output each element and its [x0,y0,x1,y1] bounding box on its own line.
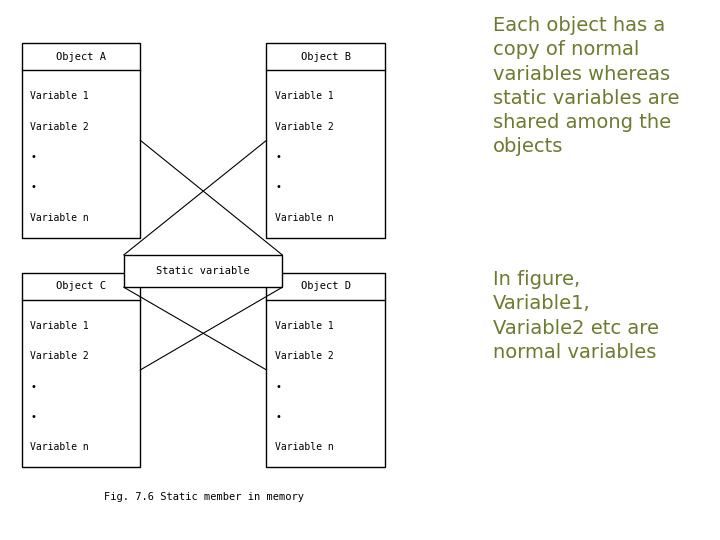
Text: Variable 1: Variable 1 [30,321,89,331]
Text: Object B: Object B [301,52,351,62]
Text: •: • [275,183,281,192]
Text: Object A: Object A [56,52,106,62]
Text: Fig. 7.6 Static member in memory: Fig. 7.6 Static member in memory [104,492,304,502]
Text: •: • [30,152,36,162]
Text: •: • [275,152,281,162]
Text: •: • [30,382,36,392]
Text: Variable 1: Variable 1 [275,321,334,331]
Text: •: • [30,412,36,422]
Text: Variable n: Variable n [30,213,89,223]
Text: Variable 2: Variable 2 [30,122,89,132]
Text: Variable n: Variable n [30,442,89,453]
Bar [22,43,140,238]
Text: Variable n: Variable n [275,442,334,453]
Text: Variable 2: Variable 2 [275,351,334,361]
Text: Variable n: Variable n [275,213,334,223]
Text: Variable 1: Variable 1 [275,91,334,102]
Bar [124,255,282,287]
Text: Variable 1: Variable 1 [30,91,89,102]
Text: •: • [30,183,36,192]
Text: •: • [275,412,281,422]
Bar [266,273,385,467]
Text: •: • [275,382,281,392]
Text: Each object has a
copy of normal
variables whereas
static variables are
shared a: Each object has a copy of normal variabl… [493,16,680,157]
Bar [266,43,385,238]
Text: Object C: Object C [56,281,106,291]
Text: Variable 2: Variable 2 [30,351,89,361]
Text: In figure,
Variable1,
Variable2 etc are
normal variables: In figure, Variable1, Variable2 etc are … [493,270,660,362]
Text: Variable 2: Variable 2 [275,122,334,132]
Text: Static variable: Static variable [156,266,250,276]
Bar [22,273,140,467]
Text: Object D: Object D [301,281,351,291]
